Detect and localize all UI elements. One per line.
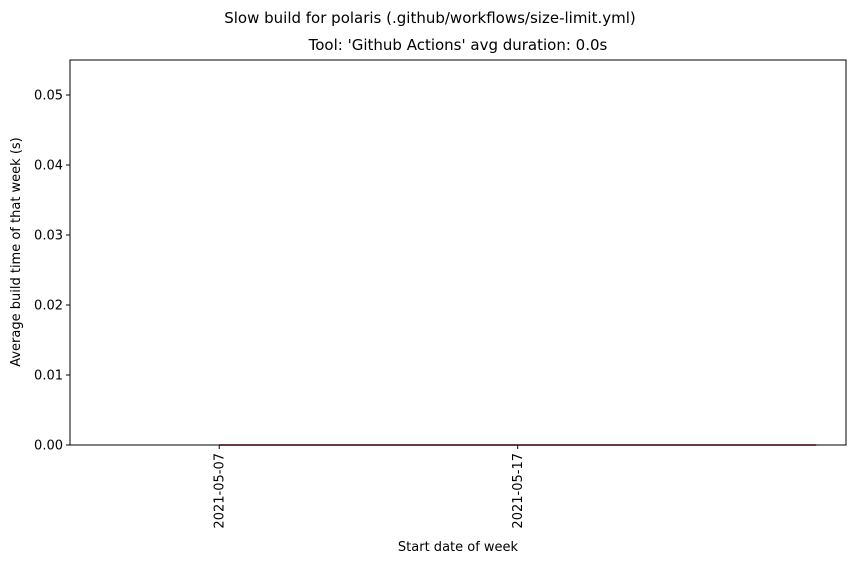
x-tick-label: 2021-05-07 <box>213 453 228 529</box>
plot-frame <box>69 59 847 446</box>
y-tick-label: 0.03 <box>34 229 63 244</box>
y-tick-label: 0.05 <box>34 89 63 104</box>
y-tick-label: 0.00 <box>34 439 63 454</box>
x-tick-label: 2021-05-17 <box>511 453 526 529</box>
y-axis-label: Average build time of that week (s) <box>9 137 24 367</box>
x-axis-label: Start date of week <box>398 540 519 555</box>
y-axis-ticks: 0.00 0.01 0.02 0.03 0.04 0.05 <box>34 89 70 454</box>
y-tick-label: 0.04 <box>34 159 63 174</box>
chart-suptitle: Slow build for polaris (.github/workflow… <box>224 9 636 27</box>
chart-title: Tool: 'Github Actions' avg duration: 0.0… <box>308 36 608 54</box>
y-tick-label: 0.02 <box>34 299 63 314</box>
y-tick-label: 0.01 <box>34 369 63 384</box>
x-axis-ticks: 2021-05-07 2021-05-17 <box>213 445 526 529</box>
